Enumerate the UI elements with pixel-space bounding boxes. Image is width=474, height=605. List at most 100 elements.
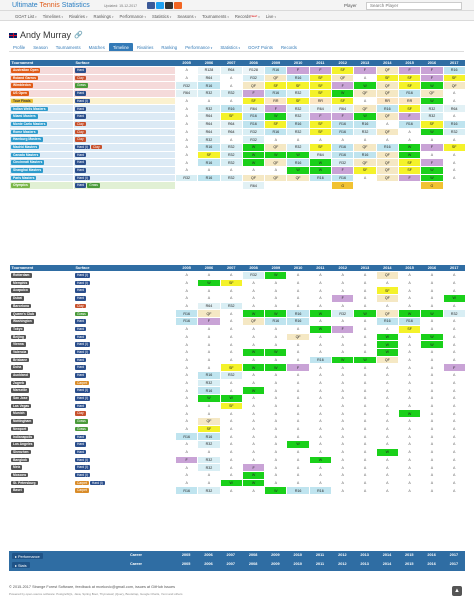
result-cell[interactable]: A — [264, 432, 288, 442]
result-cell[interactable]: W — [353, 81, 377, 91]
tournament-name[interactable]: Doha — [11, 365, 24, 370]
column-header-year[interactable]: 2005 — [175, 60, 198, 67]
result-cell[interactable]: R32 — [219, 370, 243, 380]
result-cell[interactable]: A — [197, 478, 221, 488]
result-cell[interactable]: A — [264, 470, 288, 480]
column-header-year[interactable]: 2008 — [242, 265, 265, 272]
result-cell[interactable]: SF — [442, 142, 466, 152]
result-cell[interactable]: A — [174, 332, 199, 342]
result-cell[interactable]: QF — [353, 158, 377, 167]
result-cell[interactable] — [397, 181, 422, 190]
column-header-tournament[interactable]: Tournament — [9, 60, 74, 67]
result-cell[interactable]: A — [286, 424, 310, 434]
result-cell[interactable]: R64 — [219, 119, 243, 129]
column-header-year[interactable]: 2013 — [353, 60, 377, 67]
result-cell[interactable]: QF — [375, 89, 399, 98]
result-cell[interactable]: F — [331, 81, 355, 91]
result-cell[interactable]: F — [197, 317, 221, 326]
tab-statistics[interactable]: Statistics▾ — [216, 43, 244, 51]
result-cell[interactable]: A — [174, 424, 199, 434]
result-cell[interactable]: R16 — [241, 112, 266, 121]
result-cell[interactable]: R16 — [197, 81, 221, 91]
result-cell[interactable]: A — [286, 294, 310, 303]
result-cell[interactable]: A — [174, 286, 199, 296]
result-cell[interactable]: QF — [375, 165, 399, 175]
result-cell[interactable]: A — [442, 394, 466, 403]
result-cell[interactable]: QF — [197, 309, 221, 319]
result-cell[interactable]: W — [286, 440, 310, 449]
result-cell[interactable]: A — [397, 417, 422, 426]
result-cell[interactable]: A — [174, 347, 199, 357]
result-cell[interactable]: R32 — [197, 440, 221, 449]
result-cell[interactable]: A — [264, 455, 288, 465]
result-cell[interactable]: W — [353, 355, 377, 365]
result-cell[interactable] — [308, 181, 333, 190]
result-cell[interactable]: W — [241, 309, 266, 319]
result-cell[interactable]: A — [331, 363, 355, 372]
result-cell[interactable]: A — [264, 301, 288, 311]
result-cell[interactable]: SF — [331, 96, 355, 106]
result-cell[interactable]: A — [353, 440, 377, 449]
result-cell[interactable]: R16 — [397, 89, 422, 98]
column-header-surface[interactable]: Surface — [73, 265, 176, 272]
result-cell[interactable]: F — [308, 66, 333, 75]
result-cell[interactable]: A — [264, 324, 288, 334]
result-cell[interactable]: A — [331, 278, 355, 288]
result-cell[interactable]: A — [420, 301, 444, 311]
result-cell[interactable]: W — [420, 96, 444, 106]
result-cell[interactable]: A — [331, 271, 355, 280]
result-cell[interactable]: A — [442, 447, 466, 457]
result-cell[interactable]: A — [442, 463, 466, 472]
result-cell[interactable]: A — [442, 317, 466, 326]
result-cell[interactable]: A — [375, 417, 399, 426]
result-cell[interactable]: A — [353, 409, 377, 419]
result-cell[interactable]: A — [397, 486, 422, 495]
result-cell[interactable]: F — [420, 142, 444, 152]
result-cell[interactable]: A — [219, 286, 243, 296]
result-cell[interactable]: A — [331, 286, 355, 296]
result-cell[interactable]: W — [308, 158, 333, 167]
column-header-year[interactable]: 2013 — [353, 265, 377, 272]
result-cell[interactable]: W — [264, 271, 288, 280]
performance-toggle-button[interactable]: ▸ Performance — [12, 553, 43, 559]
result-cell[interactable]: W — [264, 363, 288, 372]
result-cell[interactable]: A — [420, 286, 444, 296]
result-cell[interactable]: A — [442, 417, 466, 426]
result-cell[interactable]: A — [219, 309, 243, 319]
column-header-year[interactable]: 2012 — [331, 265, 354, 272]
tournament-name[interactable]: Munich — [11, 411, 27, 416]
tournament-name[interactable]: Australian Open — [11, 68, 41, 73]
tournament-name[interactable]: Indian Wells Masters — [11, 106, 48, 112]
result-cell[interactable]: A — [420, 409, 444, 419]
column-header-year[interactable]: 2017 — [443, 60, 466, 67]
tournament-name[interactable]: Metz — [11, 465, 23, 470]
result-cell[interactable]: A — [420, 324, 444, 334]
result-cell[interactable]: A — [264, 478, 288, 488]
result-cell[interactable]: A — [442, 150, 466, 160]
result-cell[interactable]: A — [174, 127, 199, 137]
result-cell[interactable]: A — [286, 447, 310, 457]
result-cell[interactable]: A — [353, 332, 377, 342]
result-cell[interactable]: SF — [197, 424, 221, 434]
menu-item-rankings[interactable]: Rankings▾ — [91, 14, 117, 19]
result-cell[interactable]: A — [353, 424, 377, 434]
result-cell[interactable]: A — [420, 432, 444, 442]
result-cell[interactable]: F — [286, 66, 310, 75]
result-cell[interactable]: QF — [375, 158, 399, 167]
result-cell[interactable]: A — [219, 463, 243, 472]
result-cell[interactable]: W — [375, 332, 399, 342]
result-cell[interactable]: A — [331, 301, 355, 311]
result-cell[interactable]: R32 — [197, 486, 221, 495]
result-cell[interactable]: W — [420, 127, 444, 137]
result-cell[interactable]: W — [264, 309, 288, 319]
result-cell[interactable]: A — [308, 417, 333, 426]
result-cell[interactable]: A — [397, 455, 422, 465]
tab-ranking[interactable]: Ranking — [157, 43, 181, 51]
result-cell[interactable]: QF — [264, 142, 288, 152]
result-cell[interactable]: A — [397, 470, 422, 480]
result-cell[interactable]: A — [353, 486, 377, 495]
result-cell[interactable]: A — [331, 486, 355, 495]
result-cell[interactable]: A — [241, 332, 266, 342]
result-cell[interactable]: A — [420, 386, 444, 395]
result-cell[interactable]: QF — [353, 89, 377, 98]
